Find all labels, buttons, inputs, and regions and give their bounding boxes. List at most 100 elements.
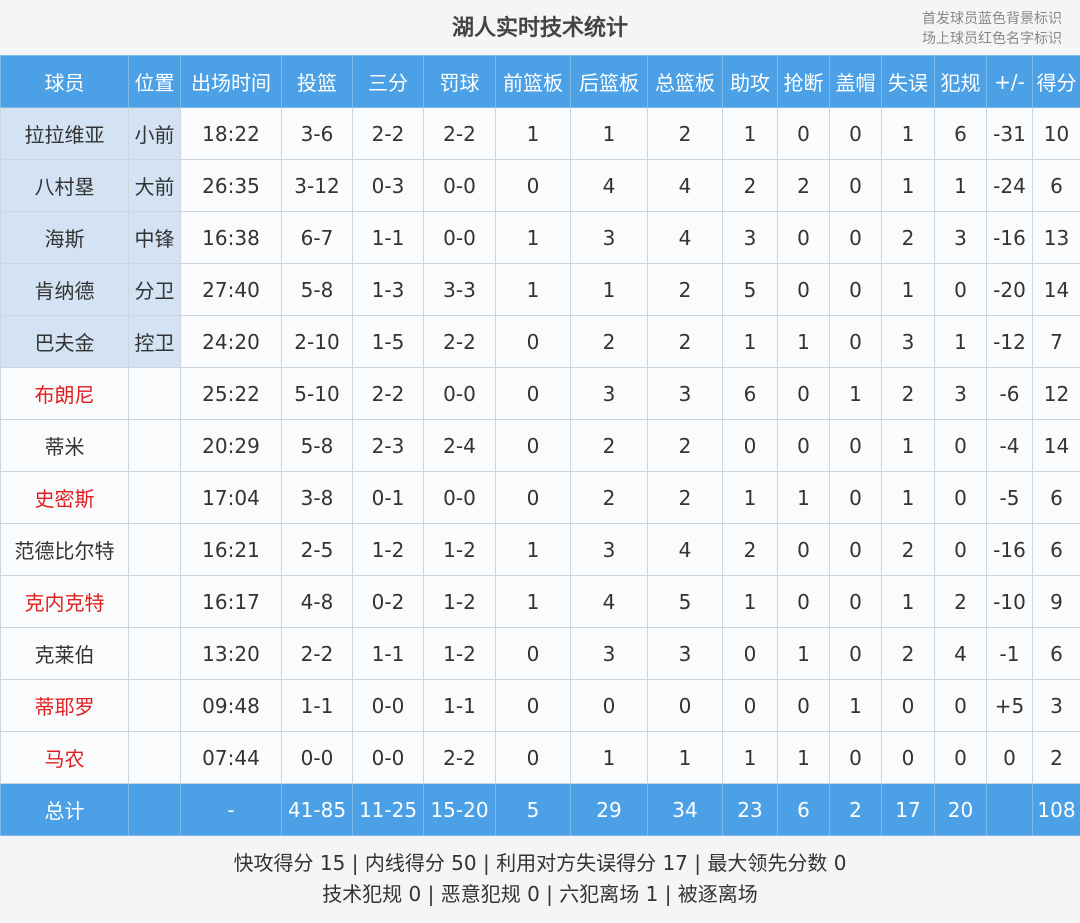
player-name: 肯纳德	[0, 263, 129, 316]
stat-cell: 2	[722, 159, 778, 212]
header-cell: 位置	[128, 55, 181, 108]
stat-cell: 1	[777, 627, 830, 680]
stat-cell: 1	[495, 575, 571, 628]
stat-cell: 4	[647, 211, 723, 264]
minutes: 25:22	[180, 367, 282, 420]
header-cell: 前篮板	[495, 55, 571, 108]
stat-cell: 2-2	[423, 731, 496, 784]
stat-cell: 0	[829, 523, 882, 576]
stat-cell: 2	[647, 107, 723, 160]
stat-cell: 2	[722, 523, 778, 576]
stat-cell: 1	[495, 107, 571, 160]
stat-cell: 6-7	[281, 211, 353, 264]
stat-cell: 3	[881, 315, 935, 368]
minutes: 09:48	[180, 679, 282, 732]
stat-cell: 1	[495, 263, 571, 316]
stat-cell: 0-3	[352, 159, 424, 212]
stat-cell: 3	[647, 627, 723, 680]
stat-cell: 2	[647, 263, 723, 316]
position	[128, 471, 181, 524]
stat-cell: 1	[934, 159, 987, 212]
stat-cell: 0	[829, 731, 882, 784]
stat-cell: 0	[722, 679, 778, 732]
minutes: 24:20	[180, 315, 282, 368]
header-cell: 得分	[1032, 55, 1080, 108]
title: 湖人实时技术统计	[451, 16, 628, 41]
stat-cell: 3-6	[281, 107, 353, 160]
stat-cell: 2	[881, 627, 935, 680]
points: 3	[1032, 679, 1080, 732]
points: 12	[1032, 367, 1080, 420]
stat-cell: 6	[722, 367, 778, 420]
position: 小前	[128, 107, 181, 160]
header-cell: +/-	[986, 55, 1033, 108]
plus-minus: -6	[986, 367, 1033, 420]
stat-cell: 2-2	[423, 107, 496, 160]
stat-cell: 3-12	[281, 159, 353, 212]
note: 首发球员蓝色背景标识	[922, 11, 1062, 27]
player-name: 史密斯	[0, 471, 129, 524]
stat-cell: 1	[495, 211, 571, 264]
stat-cell: 3	[570, 367, 648, 420]
stat-cell: 0	[495, 627, 571, 680]
stat-cell: 5	[647, 575, 723, 628]
stat-cell: 5	[495, 783, 571, 836]
header-cell: 失误	[881, 55, 935, 108]
stat-cell: 2	[570, 419, 648, 472]
stat-cell: 1	[881, 575, 935, 628]
header-cell: 后篮板	[570, 55, 648, 108]
minutes: -	[180, 783, 282, 836]
position: 大前	[128, 159, 181, 212]
stat-cell: 1	[777, 471, 830, 524]
stat-cell: 17	[881, 783, 935, 836]
player-name: 布朗尼	[0, 367, 129, 420]
stat-cell: 1-5	[352, 315, 424, 368]
points: 2	[1032, 731, 1080, 784]
stat-cell: 1	[722, 107, 778, 160]
stat-cell: 4	[647, 159, 723, 212]
plus-minus: 0	[986, 731, 1033, 784]
points: 14	[1032, 419, 1080, 472]
player-name: 克内克特	[0, 575, 129, 628]
stat-cell: 2	[647, 315, 723, 368]
player-row: 史密斯 17:04 3-8 0-1 0-0 0 2 2 1 1 0 1 0 -5 6	[0, 471, 1080, 524]
stat-cell: 1-2	[423, 523, 496, 576]
position	[128, 523, 181, 576]
stat-cell: 1	[881, 471, 935, 524]
stat-cell: 1	[881, 263, 935, 316]
position: 中锋	[128, 211, 181, 264]
stat-cell: 1-1	[423, 679, 496, 732]
stat-cell: 1	[881, 107, 935, 160]
stat-cell: 0	[934, 419, 987, 472]
position	[128, 575, 181, 628]
stat-cell: 0	[647, 679, 723, 732]
stat-cell: 0	[934, 679, 987, 732]
stat-cell: 0	[777, 263, 830, 316]
stat-cell: 2	[881, 367, 935, 420]
stat-cell: 2-2	[281, 627, 353, 680]
stat-cell: 3	[570, 627, 648, 680]
header-cell: 犯规	[934, 55, 987, 108]
stat-cell: 0	[829, 627, 882, 680]
stat-cell: 1	[570, 731, 648, 784]
stat-cell: 0-0	[352, 731, 424, 784]
position	[128, 627, 181, 680]
stat-cell: 2-5	[281, 523, 353, 576]
stat-cell: 1-2	[352, 523, 424, 576]
stat-cell: 15-20	[423, 783, 496, 836]
stat-cell: 1	[881, 419, 935, 472]
stat-cell: 5-8	[281, 419, 353, 472]
stat-cell: 2	[881, 211, 935, 264]
minutes: 16:17	[180, 575, 282, 628]
stat-cell: 5	[722, 263, 778, 316]
points: 10	[1032, 107, 1080, 160]
player-row: 范德比尔特 16:21 2-5 1-2 1-2 1 3 4 2 0 0 2 0 -16 6	[0, 523, 1080, 576]
header-cell: 盖帽	[829, 55, 882, 108]
player-name: 拉拉维亚	[0, 107, 129, 160]
empty-cell	[128, 783, 181, 836]
stat-cell: 0	[934, 263, 987, 316]
plus-minus: -16	[986, 523, 1033, 576]
plus-minus: -10	[986, 575, 1033, 628]
stat-cell: 0	[495, 679, 571, 732]
points: 6	[1032, 471, 1080, 524]
